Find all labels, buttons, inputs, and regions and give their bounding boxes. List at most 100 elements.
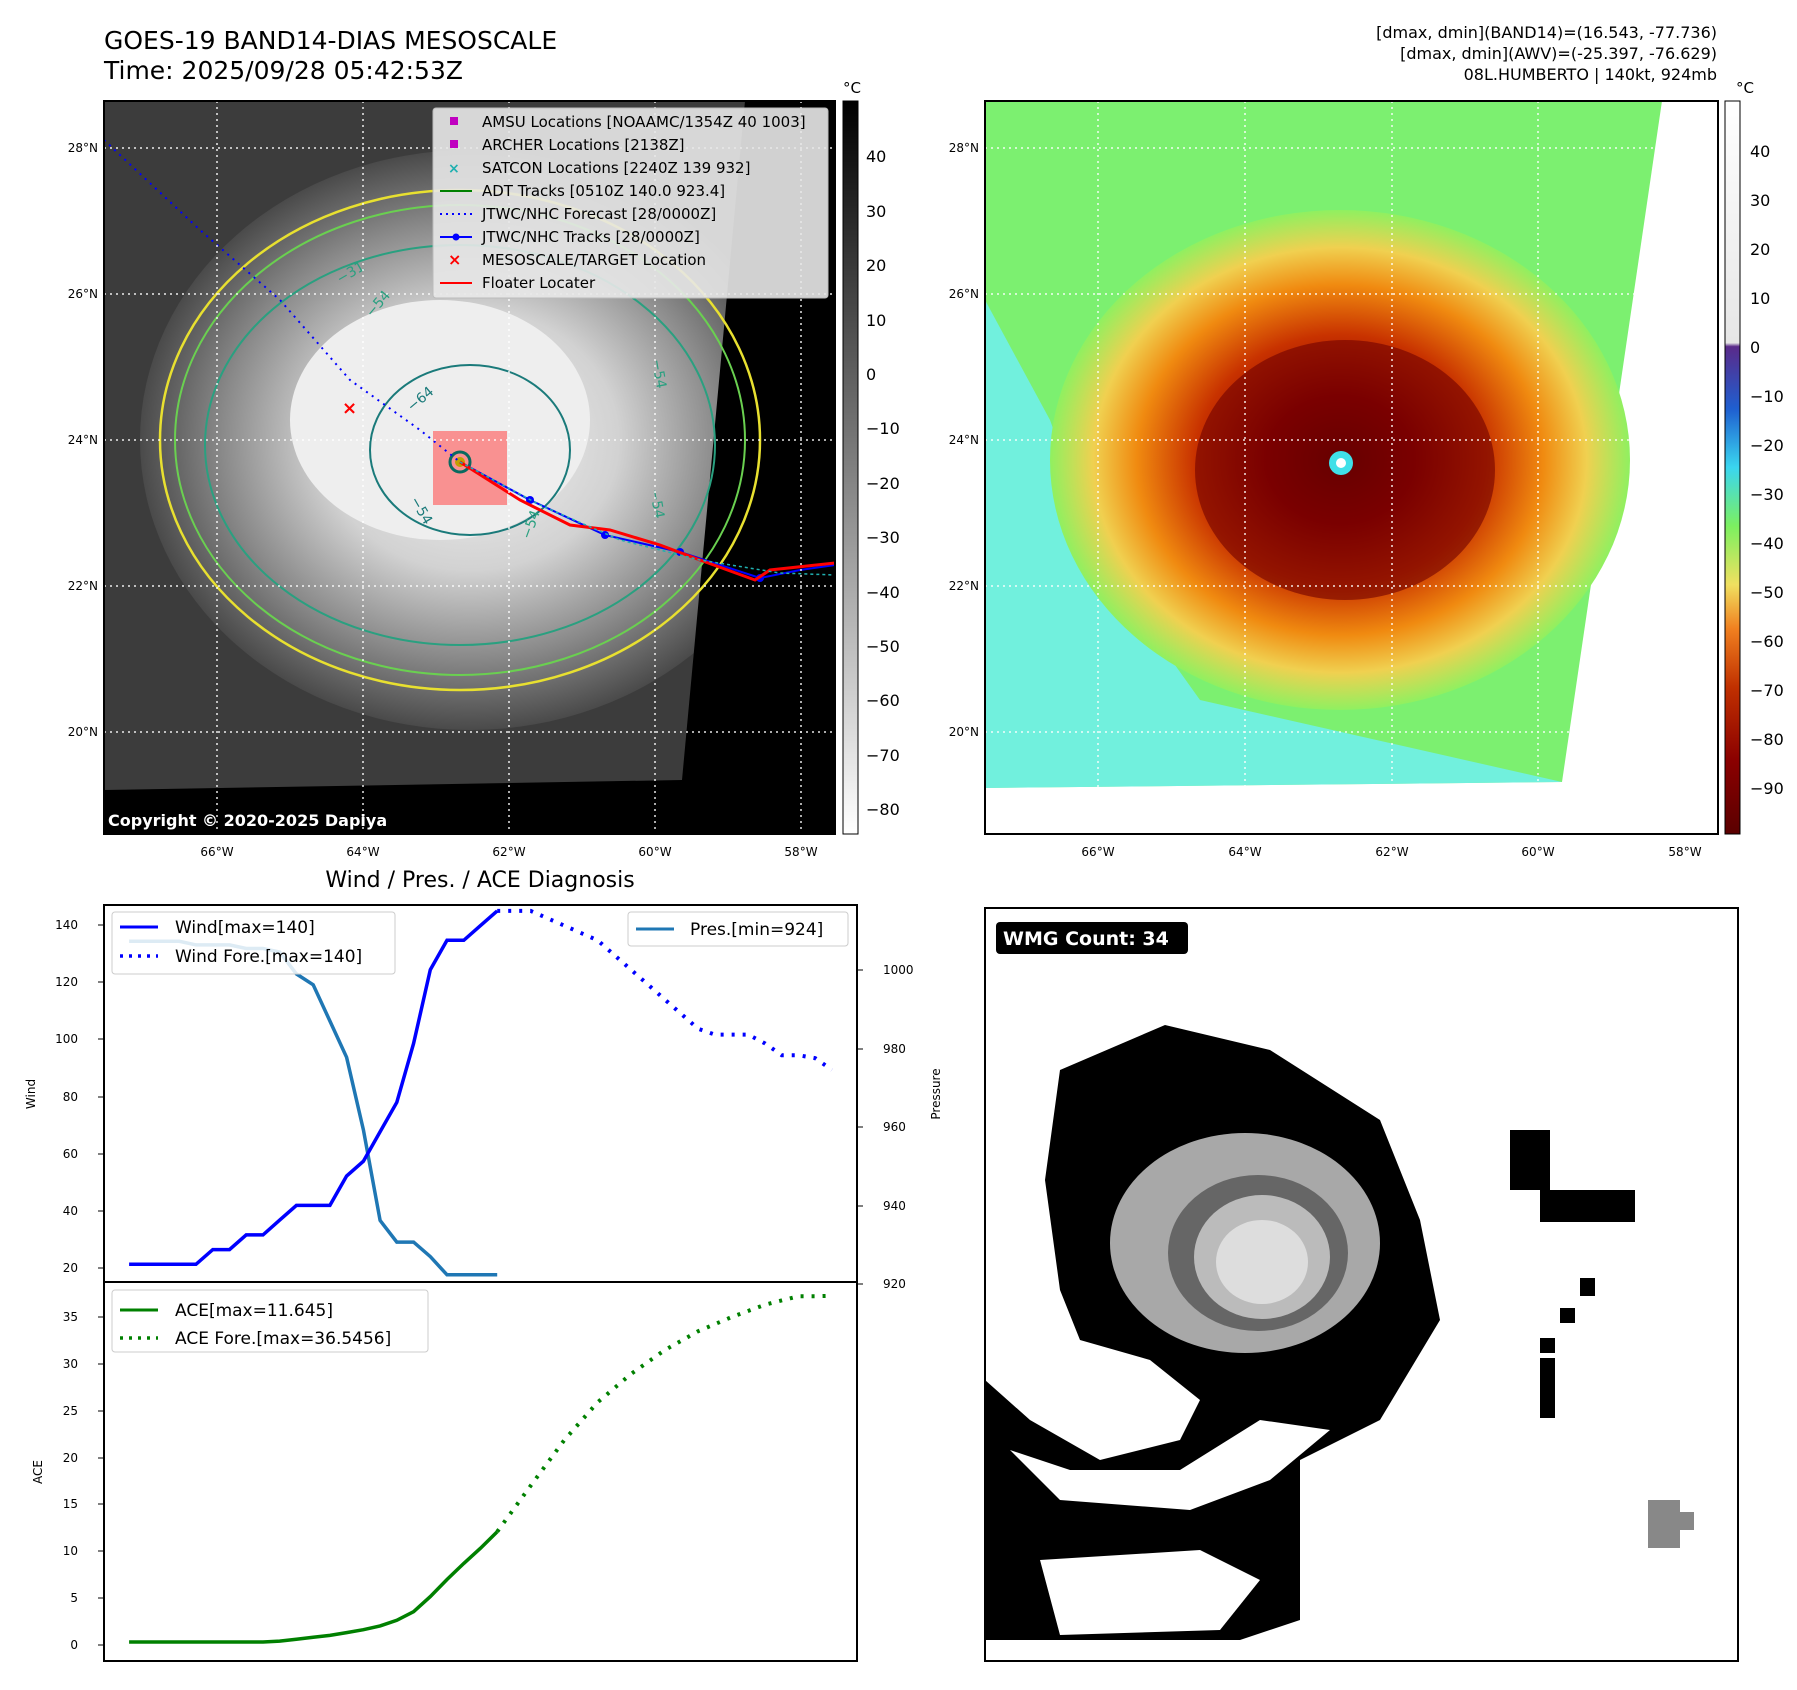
lon-label: 58°W bbox=[784, 845, 817, 859]
amsu-marker bbox=[450, 117, 458, 125]
wind-tick: 100 bbox=[55, 1032, 78, 1046]
colorbar-tick: 20 bbox=[866, 256, 886, 275]
colorbar-tick: −50 bbox=[1750, 583, 1784, 602]
wind-tick: 60 bbox=[63, 1147, 78, 1161]
lon-label: 66°W bbox=[200, 845, 233, 859]
lon-label: 66°W bbox=[1081, 845, 1114, 859]
colorbar-tick: −50 bbox=[866, 637, 900, 656]
legend-mesoscale: MESOSCALE/TARGET Location bbox=[482, 251, 706, 269]
page-title: GOES-19 BAND14-DIAS MESOSCALE bbox=[104, 26, 558, 55]
lat-label: 24°N bbox=[949, 433, 979, 447]
ace-forecast-legend-label: ACE Fore.[max=36.5456] bbox=[175, 1329, 391, 1349]
lat-label: 26°N bbox=[68, 287, 98, 301]
colorbar-tick: 20 bbox=[1750, 240, 1770, 259]
lon-label: 62°W bbox=[1375, 845, 1408, 859]
wmg-count: WMG Count: 34 bbox=[1003, 928, 1169, 950]
contour-label: −54 bbox=[648, 358, 669, 390]
series-line-wind bbox=[129, 909, 499, 1267]
copyright: Copyright © 2020-2025 Dapiya bbox=[108, 811, 387, 830]
colorbar-tick: 30 bbox=[1750, 191, 1770, 210]
ace-ticks: 35 30 25 20 15 10 5 0 bbox=[63, 1310, 78, 1652]
band14-range: [dmax, dmin](BAND14)=(16.543, -77.736) bbox=[1376, 23, 1717, 42]
wind-tick: 40 bbox=[63, 1204, 78, 1218]
pres-tick: 980 bbox=[883, 1042, 906, 1056]
wind-legend bbox=[111, 911, 396, 975]
colorbar-tick: −80 bbox=[1750, 730, 1784, 749]
colorbar-tick: 10 bbox=[866, 311, 886, 330]
ace-legend-label: ACE[max=11.645] bbox=[175, 1301, 333, 1321]
colorbar-tick: −40 bbox=[1750, 534, 1784, 553]
wind-tick: 120 bbox=[55, 975, 78, 989]
pres-ticks: 1000 980 960 940 920 bbox=[883, 963, 914, 1291]
wmg-eye bbox=[1216, 1220, 1308, 1304]
ace-tick: 20 bbox=[63, 1451, 78, 1465]
legend-satcon: SATCON Locations [2240Z 139 932] bbox=[482, 159, 750, 177]
ir-map-panel: −31 −54 −54 −64 −54 −54 −54 × bbox=[68, 79, 1784, 859]
colorbar-tick: −60 bbox=[1750, 632, 1784, 651]
enhanced-colorbar-ticks: 40 30 20 10 0 −10 −20 −30 −40 −50 −60 −7… bbox=[1750, 142, 1784, 798]
legend-floater: Floater Locater bbox=[482, 274, 596, 292]
series-line-ace bbox=[129, 1530, 499, 1644]
ir-colorbar-ticks: 40 30 20 10 0 −10 −20 −30 −40 −50 −60 −7… bbox=[866, 147, 900, 819]
diagnosis-title: Wind / Pres. / ACE Diagnosis bbox=[325, 868, 634, 893]
lat-label: 22°N bbox=[949, 579, 979, 593]
lat-label: 20°N bbox=[68, 725, 98, 739]
legend-adt: ADT Tracks [0510Z 140.0 923.4] bbox=[482, 182, 725, 200]
mesoscale-marker: × bbox=[448, 250, 461, 269]
colorbar-tick: −80 bbox=[866, 800, 900, 819]
colorbar-unit: °C bbox=[843, 79, 861, 97]
diagnosis-panel: Wind / Pres. / ACE Diagnosis Wind Pressu… bbox=[24, 868, 943, 1662]
ace-axis-label: ACE bbox=[31, 1460, 45, 1484]
satcon-marker: × bbox=[448, 161, 460, 177]
map-legend-entries: AMSU Locations [NOAAMC/1354Z 40 1003] AR… bbox=[440, 113, 806, 292]
colorbar-tick: −20 bbox=[866, 474, 900, 493]
pres-tick: 940 bbox=[883, 1199, 906, 1213]
satcon-track bbox=[459, 461, 835, 576]
colorbar-tick: 0 bbox=[1750, 338, 1760, 357]
lon-label: 58°W bbox=[1668, 845, 1701, 859]
storm-info: 08L.HUMBERTO | 140kt, 924mb bbox=[1463, 65, 1717, 84]
lat-label: 24°N bbox=[68, 433, 98, 447]
legend-amsu: AMSU Locations [NOAAMC/1354Z 40 1003] bbox=[482, 113, 806, 131]
floater-locater bbox=[459, 460, 835, 582]
lon-label: 60°W bbox=[1521, 845, 1554, 859]
legend-archer: ARCHER Locations [2138Z] bbox=[482, 136, 685, 154]
series-line-ace-forecast bbox=[495, 1293, 832, 1533]
wind-tick: 140 bbox=[55, 918, 78, 932]
lon-label: 64°W bbox=[346, 845, 379, 859]
colorbar-tick: −40 bbox=[866, 583, 900, 602]
lat-label: 28°N bbox=[68, 141, 98, 155]
ace-axes bbox=[103, 1281, 858, 1662]
archer-marker bbox=[450, 140, 458, 148]
ace-tick: 25 bbox=[63, 1404, 78, 1418]
ir-colorbar bbox=[842, 100, 859, 835]
lat-label: 26°N bbox=[949, 287, 979, 301]
ace-tick: 30 bbox=[63, 1357, 78, 1371]
wind-tick: 20 bbox=[63, 1261, 78, 1275]
colorbar-tick: −10 bbox=[866, 419, 900, 438]
colorbar-tick: −20 bbox=[1750, 436, 1784, 455]
wind-axis-label: Wind bbox=[24, 1079, 38, 1109]
wind-tick: 80 bbox=[63, 1090, 78, 1104]
lat-label: 22°N bbox=[68, 579, 98, 593]
pressure-axis-label: Pressure bbox=[929, 1068, 943, 1119]
ace-legend bbox=[111, 1289, 429, 1353]
lat-label: 20°N bbox=[949, 725, 979, 739]
colorbar-unit: °C bbox=[1736, 79, 1754, 97]
image-time: Time: 2025/09/28 05:42:53Z bbox=[104, 56, 463, 85]
enhanced-map-panel bbox=[984, 100, 1719, 835]
ace-tick: 0 bbox=[70, 1638, 78, 1652]
legend-forecast: JTWC/NHC Forecast [28/0000Z] bbox=[481, 205, 716, 223]
map-legend bbox=[432, 107, 829, 299]
colorbar-tick: −60 bbox=[866, 691, 900, 710]
wmg-count-badge bbox=[996, 922, 1188, 954]
pres-tick: 1000 bbox=[883, 963, 914, 977]
lon-label: 64°W bbox=[1228, 845, 1261, 859]
pres-tick: 960 bbox=[883, 1120, 906, 1134]
enhanced-colorbar bbox=[1724, 100, 1741, 835]
contour-label: −54 bbox=[646, 488, 667, 520]
colorbar-tick: −10 bbox=[1750, 387, 1784, 406]
wind-ticks: 140 120 100 80 60 40 20 bbox=[55, 918, 78, 1275]
lon-label: 62°W bbox=[492, 845, 525, 859]
legend-jtwc: JTWC/NHC Tracks [28/0000Z] bbox=[481, 228, 700, 246]
